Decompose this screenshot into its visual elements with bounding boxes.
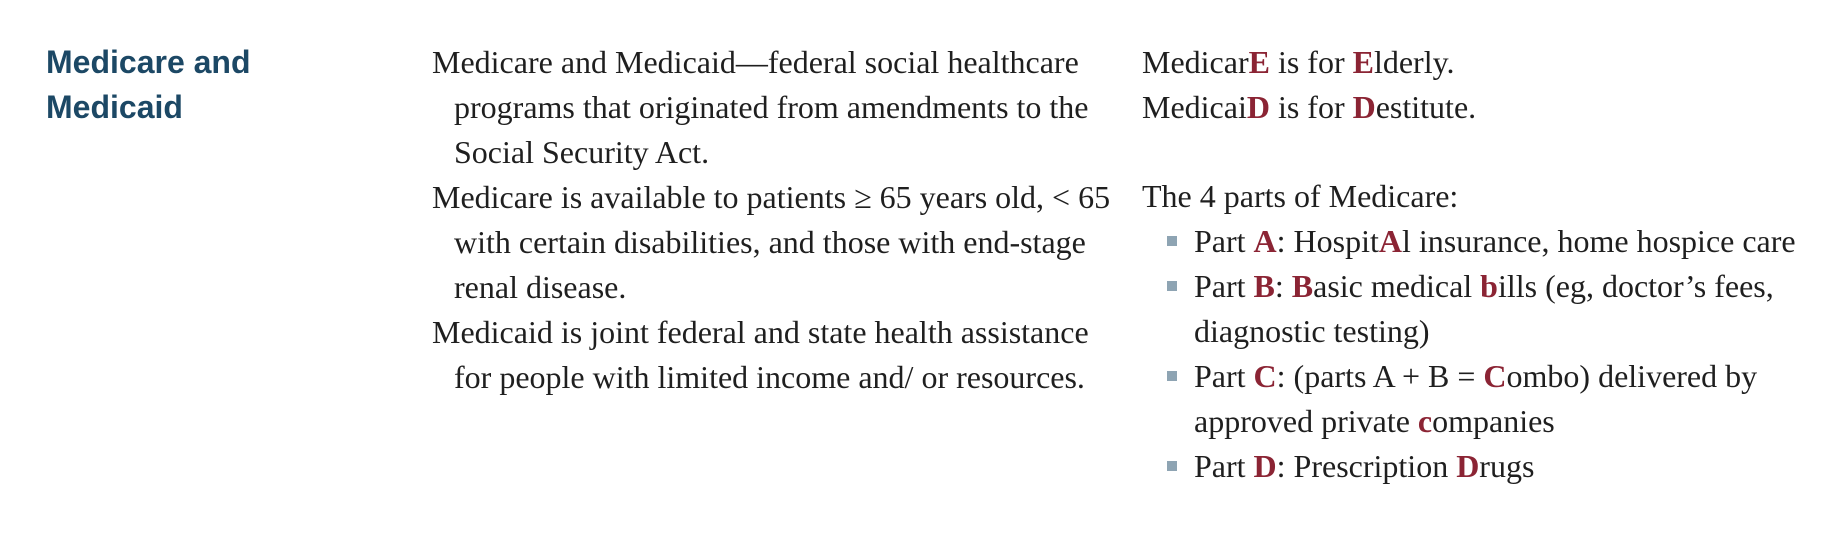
- mnemonic-highlight: D: [1352, 89, 1376, 125]
- parts-list: Part A: HospitAl insurance, home hospice…: [1142, 219, 1822, 489]
- description-column: Medicare and Medicaid—federal social hea…: [432, 40, 1112, 400]
- parts-title: The 4 parts of Medicare:: [1142, 178, 1459, 214]
- part-letter: B: [1253, 268, 1275, 304]
- list-item: Part D: Prescription Drugs: [1142, 444, 1822, 489]
- mnemonic-highlight: D: [1246, 89, 1270, 125]
- mnemonic-highlight: b: [1480, 268, 1498, 304]
- square-bullet-icon: [1167, 281, 1177, 291]
- paragraph-medicare-eligibility: Medicare is available to patients ≥ 65 y…: [432, 179, 1111, 305]
- list-item: Part A: HospitAl insurance, home hospice…: [1142, 219, 1822, 264]
- part-letter: C: [1253, 358, 1277, 394]
- mnemonic-medicare: MedicarE is for Elderly.: [1142, 44, 1455, 80]
- square-bullet-icon: [1167, 461, 1177, 471]
- mnemonic-highlight: E: [1248, 44, 1270, 80]
- mnemonic-highlight: A: [1378, 223, 1402, 259]
- paragraph-programs: Medicare and Medicaid—federal social hea…: [432, 44, 1089, 170]
- square-bullet-icon: [1167, 371, 1177, 381]
- mnemonic-column: MedicarE is for Elderly. MedicaiD is for…: [1142, 40, 1822, 489]
- part-letter: D: [1253, 448, 1277, 484]
- mnemonic-highlight: E: [1352, 44, 1374, 80]
- mnemonic-highlight: D: [1456, 448, 1480, 484]
- spacer: [1142, 130, 1822, 174]
- section-heading-line-1: Medicare and: [46, 44, 251, 80]
- part-letter: A: [1253, 223, 1277, 259]
- paragraph-medicaid: Medicaid is joint federal and state heal…: [432, 314, 1089, 395]
- mnemonic-medicaid: MedicaiD is for Destitute.: [1142, 89, 1477, 125]
- section-heading: Medicare and Medicaid: [46, 40, 366, 130]
- square-bullet-icon: [1167, 236, 1177, 246]
- section-heading-line-2: Medicaid: [46, 89, 183, 125]
- mnemonic-highlight: C: [1483, 358, 1507, 394]
- mnemonic-highlight: c: [1417, 403, 1433, 439]
- list-item: Part C: (parts A + B = Combo) delivered …: [1142, 354, 1822, 444]
- mnemonic-highlight: B: [1291, 268, 1314, 304]
- list-item: Part B: Basic medical bills (eg, doctor’…: [1142, 264, 1822, 354]
